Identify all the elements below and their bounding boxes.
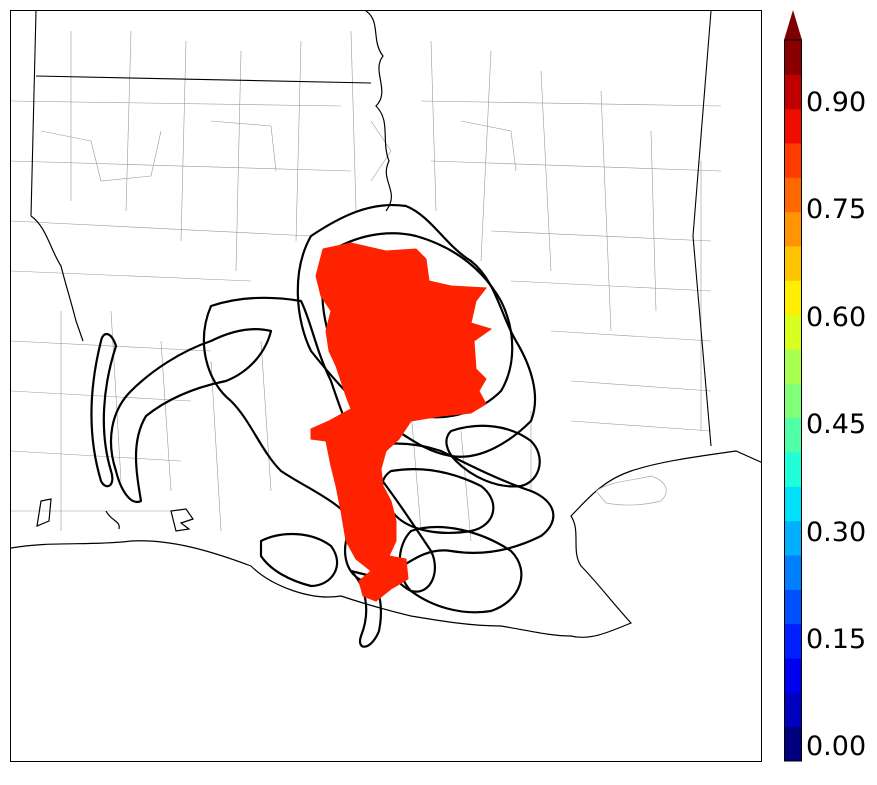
coast-features [36,498,194,532]
colorbar-segment [784,555,802,590]
colorbar-segment [784,314,802,350]
colorbar-segment [784,143,802,178]
colorbar-segment [784,658,802,693]
colorbar-segments [784,40,802,762]
west-river [30,215,84,342]
colorbar-tick-label: 0.75 [806,194,867,225]
colorbar-tick-label: 0.15 [806,624,867,655]
colorbar-tick-label: 0.60 [806,302,867,333]
state-boundaries [30,11,712,447]
colorbar [784,10,802,762]
colorbar-segment [784,589,802,625]
colorbar-segment [784,417,802,453]
colorbar-segment [784,520,802,556]
colorbar-segment [784,40,802,75]
colorbar-segment [784,280,802,316]
colorbar-segment [784,108,802,144]
colorbar-segment [784,726,802,762]
probability-region [310,242,493,602]
colorbar-tick-label: 0.90 [806,87,867,118]
colorbar-segment [784,383,802,419]
colorbar-frame [784,39,802,762]
colorbar-segment [784,349,802,384]
colorbar-tick-label: 0.30 [806,517,867,548]
colorbar-segment [784,692,802,728]
map-canvas [11,11,761,648]
river [365,11,392,212]
map-panel [10,10,762,762]
colorbar-segment [784,246,802,281]
colorbar-segment [784,486,802,522]
colorbar-segment [784,452,802,487]
colorbar-extend-arrow [784,10,802,40]
colorbar-segment [784,177,802,213]
colorbar-segment [784,74,802,110]
colorbar-tick-label: 0.00 [806,731,867,762]
colorbar-segment [784,211,802,247]
lake-outline [595,475,667,506]
colorbar-tick-label: 0.45 [806,409,867,440]
coastline [11,450,761,638]
colorbar-segment [784,623,802,659]
